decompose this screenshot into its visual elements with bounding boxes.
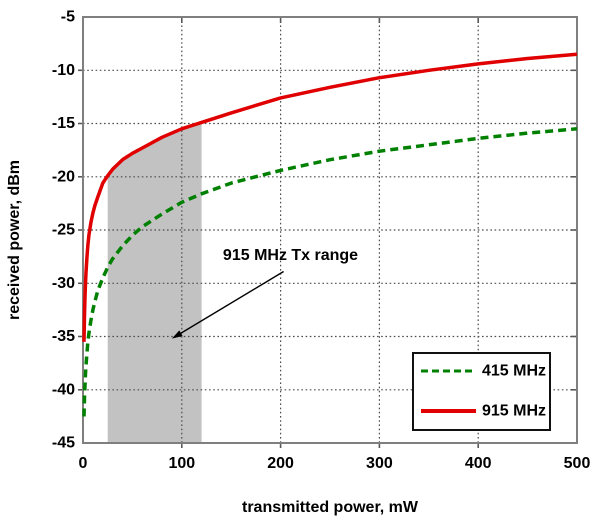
y-tick-label: -30 — [52, 275, 75, 292]
y-tick-label: -25 — [52, 222, 75, 239]
series-curve-415-mhz — [82, 127, 578, 417]
legend-label-915mhz: 915 MHz — [482, 403, 546, 420]
legend: 415 MHz 915 MHz — [412, 352, 551, 431]
x-tick-labels: 0 100 200 300 400 500 — [79, 455, 591, 472]
x-tick-label: 400 — [465, 455, 492, 472]
x-tick-label: 200 — [267, 455, 294, 472]
data-series-layer — [82, 52, 578, 417]
plot-border — [82, 16, 578, 444]
annotation-arrowhead-icon — [171, 330, 183, 339]
annotation-group: 915 MHz Tx range — [171, 247, 358, 339]
legend-box — [412, 352, 551, 431]
y-tick-label: -40 — [52, 381, 75, 398]
y-tick-label: -5 — [61, 9, 75, 26]
y-tick-labels: -5 -10 -15 -20 -25 -30 -35 -40 -45 — [52, 9, 75, 452]
annotation-arrow-line — [176, 270, 284, 337]
y-tick-label: -15 — [52, 115, 75, 132]
x-tick-label: 0 — [79, 455, 88, 472]
y-tick-label: -35 — [52, 328, 75, 345]
y-axis-title: received power, dBm — [6, 160, 23, 320]
annotation-label: 915 MHz Tx range — [223, 247, 358, 264]
x-axis-title: transmitted power, mW — [242, 499, 419, 516]
x-tick-label: 100 — [168, 455, 195, 472]
y-tick-label: -20 — [52, 168, 75, 185]
y-tick-label: -45 — [52, 435, 75, 452]
legend-label-415mhz: 415 MHz — [482, 363, 546, 380]
x-tick-label: 500 — [564, 455, 591, 472]
y-tick-label: -10 — [52, 62, 75, 79]
x-tick-label: 300 — [366, 455, 393, 472]
series-curve-915-mhz — [82, 52, 578, 342]
